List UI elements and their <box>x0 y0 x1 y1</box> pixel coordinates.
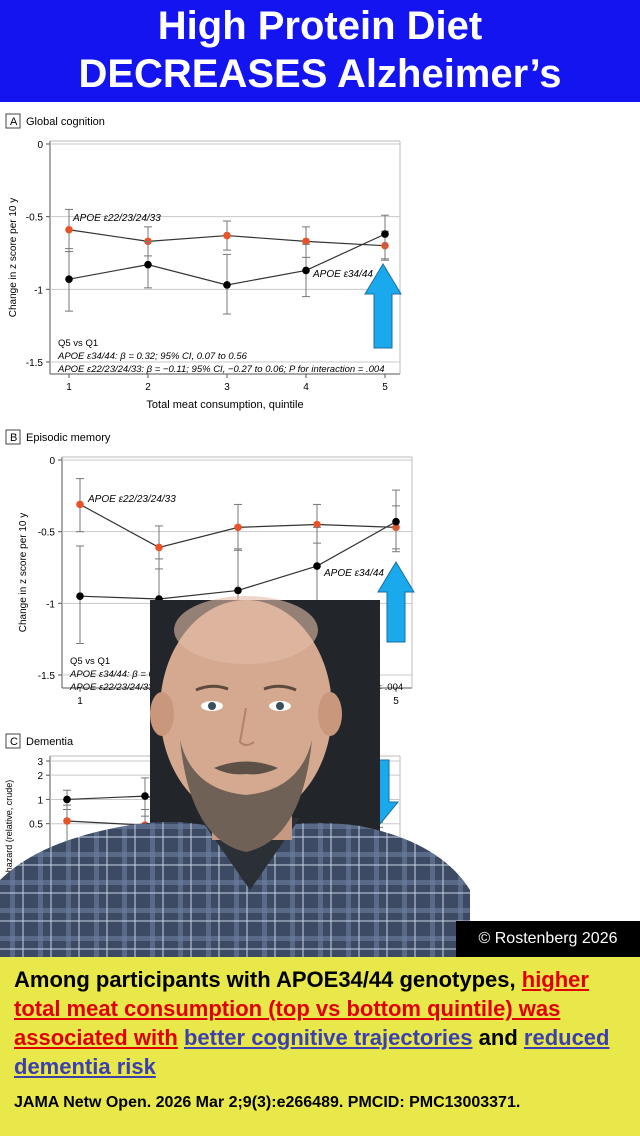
x-tick-label: 5 <box>393 696 399 707</box>
caption-blue-text-2: reduced dementia risk <box>14 1025 610 1079</box>
y-tick-label: -1 <box>34 285 43 296</box>
arrow-up-icon <box>364 263 402 349</box>
data-point <box>76 500 84 509</box>
title-line-1: High Protein Diet <box>157 4 483 48</box>
data-point <box>223 231 231 240</box>
panel-b-letter-box <box>5 429 21 445</box>
series-label: APOE ε22/23/24/33 <box>87 494 176 505</box>
x-axis-title: Total meat consumption, quintile <box>146 399 303 411</box>
data-point <box>302 237 310 246</box>
data-point <box>155 543 163 552</box>
y-tick-label: 1 <box>37 795 43 806</box>
title-banner: High Protein Diet DECREASES Alzheimer’s <box>0 0 640 102</box>
y-tick-label: -1 <box>46 599 55 610</box>
data-point <box>65 275 73 283</box>
data-point <box>234 586 242 595</box>
annotation-line-1: APOE ε34/44: β = 0.52 <box>69 669 168 680</box>
data-point <box>144 260 152 269</box>
caption-blue-text-1: better cognitive trajectories <box>183 1025 473 1050</box>
caption-text: Among participants with APOE34/44 genoty… <box>14 965 626 1081</box>
y-tick-label: 0.5 <box>29 820 43 831</box>
data-point <box>63 817 71 825</box>
data-point <box>302 266 310 275</box>
x-tick-label: 4 <box>303 382 309 393</box>
annotation-line-2: APOE ε22/23/24/33: β = −0.11; 95% CI, −0… <box>57 364 384 375</box>
x-tick-label: 1 <box>77 696 83 707</box>
y-tick-label: 3 <box>37 757 43 768</box>
panel-b-title: Episodic memory <box>26 432 111 444</box>
panel-b-letter: B <box>10 432 17 444</box>
data-point <box>392 517 400 526</box>
data-point <box>141 792 149 800</box>
caption-red-text: higher total meat consumption (top vs bo… <box>14 967 589 1050</box>
caption-lead: Among participants with APOE34/44 genoty… <box>14 967 516 992</box>
copyright-label: © Rostenberg 2026 <box>456 921 640 957</box>
y-axis-title: Subdistribution hazard (relative, crude) <box>4 780 14 935</box>
x-tick-label: 2 <box>145 382 151 393</box>
y-tick-label: -1.5 <box>26 358 44 369</box>
panel-a-title: Global cognition <box>26 116 105 128</box>
data-point <box>234 523 242 532</box>
annotation-line-1: APOE ε34/44: β = 0.32; 95% CI, 0.07 to 0… <box>57 351 248 362</box>
y-tick-label: -0.5 <box>38 528 56 539</box>
x-tick-label: 3 <box>224 382 230 393</box>
y-tick-label: -1.5 <box>38 671 56 682</box>
data-point <box>63 795 71 804</box>
y-tick-label: 0 <box>49 456 55 467</box>
series-label: APOE ε34/44 <box>312 269 373 280</box>
series-label: APOE ε22/23/24/33 <box>72 213 161 224</box>
annotation-lead: Q5 vs Q1 <box>70 656 110 667</box>
panel-c-title: Dementia <box>26 736 74 748</box>
caption-box: Among participants with APOE34/44 genoty… <box>0 957 640 1136</box>
panel-a-letter: A <box>10 116 18 128</box>
x-tick-label: 5 <box>382 382 388 393</box>
panel-a-chart: A Global cognition 0 -0.5 -1 -1.5 1 2 3 4 5 Total… <box>5 113 402 411</box>
annotation-lead: Q5 vs Q1 <box>58 338 98 349</box>
data-point <box>65 225 73 234</box>
caption-and: and <box>478 1025 518 1050</box>
series-label: APOE ε34/44 <box>323 568 384 579</box>
panel-b-chart: B Episodic memory 0-0.5-1-1.512345Change… <box>5 429 415 707</box>
y-axis-title: Change in z score per 10 y <box>18 513 29 633</box>
y-tick-label: 2 <box>37 771 43 782</box>
data-point <box>76 592 84 600</box>
data-point <box>381 230 389 238</box>
y-tick-label: 0 <box>37 140 43 151</box>
x-tick-label: 1 <box>66 382 72 393</box>
data-point <box>223 281 231 289</box>
y-axis-title: Change in z score per 10 y <box>8 198 19 318</box>
data-point <box>313 562 321 570</box>
citation: JAMA Netw Open. 2026 Mar 2;9(3):e266489.… <box>14 1094 521 1111</box>
data-point <box>313 520 321 529</box>
arrow-up-icon <box>377 561 415 643</box>
presenter-photo <box>0 596 470 960</box>
title-line-2: DECREASES Alzheimer’s <box>78 52 562 96</box>
panel-c-letter: C <box>10 736 18 748</box>
y-tick-label: -0.5 <box>26 213 44 224</box>
annotation-line-2: APOE ε22/23/24/33: β <box>69 682 165 693</box>
panel-c-letter-box <box>5 733 21 749</box>
panel-a-letter-box <box>5 113 21 129</box>
